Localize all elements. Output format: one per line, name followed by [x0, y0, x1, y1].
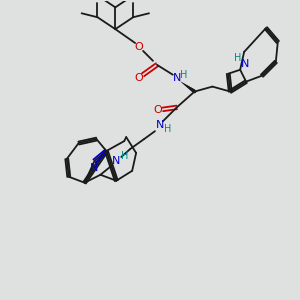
- Text: N: N: [112, 156, 121, 166]
- Text: H: H: [180, 70, 188, 80]
- Text: H: H: [121, 151, 128, 161]
- Text: N: N: [90, 163, 99, 173]
- Text: H: H: [235, 53, 242, 63]
- Text: N: N: [156, 120, 164, 130]
- Text: O: O: [135, 73, 143, 83]
- Text: N: N: [172, 73, 181, 83]
- Text: N: N: [241, 59, 249, 69]
- Text: O: O: [154, 105, 162, 116]
- Text: H: H: [164, 124, 172, 134]
- Text: O: O: [135, 42, 143, 52]
